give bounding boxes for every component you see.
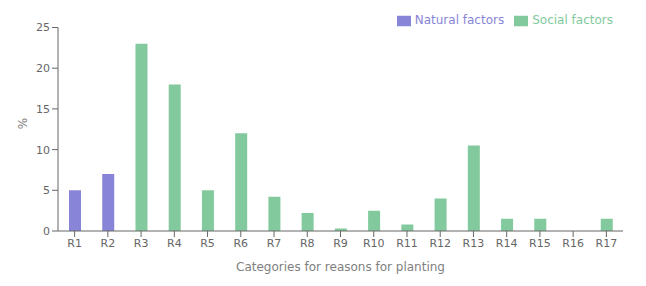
svg-text:15: 15 xyxy=(36,103,50,116)
svg-text:R14: R14 xyxy=(496,237,518,250)
svg-text:R4: R4 xyxy=(167,237,182,250)
svg-text:R6: R6 xyxy=(233,237,248,250)
svg-text:R16: R16 xyxy=(562,237,584,250)
svg-text:R2: R2 xyxy=(101,237,116,250)
html-text:Social factors: Social factors xyxy=(532,13,613,27)
svg-text:10: 10 xyxy=(36,144,50,157)
svg-text:R8: R8 xyxy=(300,237,315,250)
svg-text:Categories for reasons for pla: Categories for reasons for planting xyxy=(236,260,445,274)
svg-text:R5: R5 xyxy=(200,237,215,250)
svg-text:20: 20 xyxy=(36,62,50,75)
svg-text:25: 25 xyxy=(36,21,50,34)
svg-text:5: 5 xyxy=(43,184,50,197)
svg-text:R9: R9 xyxy=(333,237,348,250)
svg-text:R15: R15 xyxy=(529,237,551,250)
svg-text:R10: R10 xyxy=(363,237,385,250)
svg-text:R1: R1 xyxy=(67,237,82,250)
svg-text:0: 0 xyxy=(43,225,50,238)
svg-text:R12: R12 xyxy=(429,237,451,250)
svg-text:R13: R13 xyxy=(463,237,485,250)
svg-text:R17: R17 xyxy=(596,237,618,250)
svg-text:R7: R7 xyxy=(267,237,282,250)
svg-text:R3: R3 xyxy=(134,237,149,250)
svg-text:%: % xyxy=(16,118,30,129)
html-text:Natural factors: Natural factors xyxy=(414,13,505,27)
svg-text:R11: R11 xyxy=(396,237,418,250)
